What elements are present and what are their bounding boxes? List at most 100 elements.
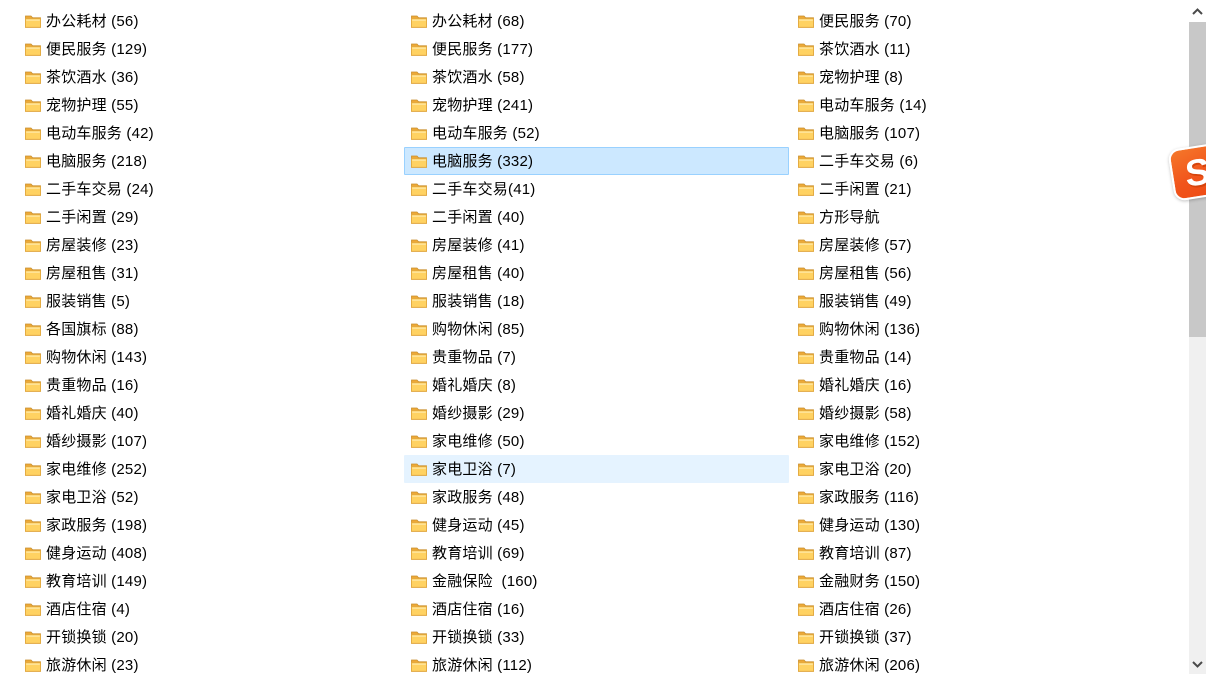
- folder-item[interactable]: 服装销售 (5): [18, 287, 403, 315]
- folder-item[interactable]: 家电卫浴 (52): [18, 483, 403, 511]
- folder-item[interactable]: 婚纱摄影 (58): [791, 399, 1176, 427]
- folder-item[interactable]: 房屋装修 (57): [791, 231, 1176, 259]
- folder-label: 电动车服务 (52): [432, 124, 540, 142]
- folder-label: 开锁换锁 (20): [46, 628, 139, 646]
- folder-item[interactable]: 家政服务 (198): [18, 511, 403, 539]
- folder-item[interactable]: 电动车服务 (52): [404, 119, 789, 147]
- folder-item[interactable]: 旅游休闲 (112): [404, 651, 789, 679]
- folder-item[interactable]: 家电卫浴 (20): [791, 455, 1176, 483]
- folder-item[interactable]: 开锁换锁 (33): [404, 623, 789, 651]
- folder-item[interactable]: 购物休闲 (85): [404, 315, 789, 343]
- folder-label: 方形导航: [819, 208, 880, 226]
- folder-label: 教育培训 (69): [432, 544, 525, 562]
- folder-item[interactable]: 婚纱摄影 (107): [18, 427, 403, 455]
- folder-item[interactable]: 房屋租售 (31): [18, 259, 403, 287]
- folder-label: 旅游休闲 (112): [432, 656, 533, 674]
- folder-icon: [25, 631, 41, 644]
- folder-item[interactable]: 婚礼婚庆 (40): [18, 399, 403, 427]
- folder-item[interactable]: 金融财务 (150): [791, 567, 1176, 595]
- folder-icon: [25, 239, 41, 252]
- folder-label: 二手闲置 (40): [432, 208, 525, 226]
- folder-item[interactable]: 服装销售 (18): [404, 287, 789, 315]
- scrollbar[interactable]: [1189, 0, 1206, 674]
- folder-item[interactable]: 宠物护理 (241): [404, 91, 789, 119]
- folder-item[interactable]: 购物休闲 (143): [18, 343, 403, 371]
- folder-item[interactable]: 方形导航: [791, 203, 1176, 231]
- folder-item[interactable]: 家政服务 (116): [791, 483, 1176, 511]
- folder-item[interactable]: 开锁换锁 (20): [18, 623, 403, 651]
- folder-icon: [25, 407, 41, 420]
- folder-item[interactable]: 茶饮酒水 (36): [18, 63, 403, 91]
- folder-icon: [798, 631, 814, 644]
- folder-item[interactable]: 健身运动 (45): [404, 511, 789, 539]
- folder-item[interactable]: 酒店住宿 (26): [791, 595, 1176, 623]
- folder-item[interactable]: 家电维修 (152): [791, 427, 1176, 455]
- folder-item[interactable]: 宠物护理 (55): [18, 91, 403, 119]
- folder-item[interactable]: 宠物护理 (8): [791, 63, 1176, 91]
- folder-icon: [411, 575, 427, 588]
- folder-item[interactable]: 婚礼婚庆 (16): [791, 371, 1176, 399]
- folder-item[interactable]: 酒店住宿 (4): [18, 595, 403, 623]
- folder-item[interactable]: 旅游休闲 (23): [18, 651, 403, 679]
- folder-item[interactable]: 茶饮酒水 (58): [404, 63, 789, 91]
- s-badge-letter: S: [1183, 149, 1206, 195]
- folder-item[interactable]: 各国旗标 (88): [18, 315, 403, 343]
- folder-item[interactable]: 电脑服务 (332): [404, 147, 789, 175]
- folder-icon: [798, 547, 814, 560]
- folder-item[interactable]: 健身运动 (408): [18, 539, 403, 567]
- folder-item[interactable]: 婚礼婚庆 (8): [404, 371, 789, 399]
- folder-item[interactable]: 家电维修 (50): [404, 427, 789, 455]
- folder-item[interactable]: 电动车服务 (14): [791, 91, 1176, 119]
- folder-item[interactable]: 家政服务 (48): [404, 483, 789, 511]
- folder-icon: [798, 407, 814, 420]
- folder-item[interactable]: 便民服务 (129): [18, 35, 403, 63]
- scroll-up-button[interactable]: [1189, 0, 1206, 22]
- folder-icon: [798, 211, 814, 224]
- folder-label: 健身运动 (45): [432, 516, 525, 534]
- folder-item[interactable]: 房屋装修 (41): [404, 231, 789, 259]
- folder-item[interactable]: 贵重物品 (16): [18, 371, 403, 399]
- folder-icon: [798, 71, 814, 84]
- scroll-down-button[interactable]: [1189, 654, 1206, 674]
- folder-item[interactable]: 二手闲置 (40): [404, 203, 789, 231]
- folder-item[interactable]: 二手车交易(41): [404, 175, 789, 203]
- folder-item[interactable]: 开锁换锁 (37): [791, 623, 1176, 651]
- folder-item[interactable]: 金融保险 (160): [404, 567, 789, 595]
- folder-label: 旅游休闲 (23): [46, 656, 139, 674]
- folder-item[interactable]: 家电卫浴 (7): [404, 455, 789, 483]
- folder-icon: [411, 407, 427, 420]
- folder-item[interactable]: 办公耗材 (56): [18, 7, 403, 35]
- folder-item[interactable]: 二手车交易 (24): [18, 175, 403, 203]
- folder-label: 婚纱摄影 (58): [819, 404, 912, 422]
- folder-item[interactable]: 婚纱摄影 (29): [404, 399, 789, 427]
- folder-icon: [411, 127, 427, 140]
- folder-item[interactable]: 电脑服务 (107): [791, 119, 1176, 147]
- folder-item[interactable]: 茶饮酒水 (11): [791, 35, 1176, 63]
- folder-item[interactable]: 旅游休闲 (206): [791, 651, 1176, 679]
- folder-icon: [25, 155, 41, 168]
- folder-item[interactable]: 教育培训 (69): [404, 539, 789, 567]
- folder-item[interactable]: 贵重物品 (14): [791, 343, 1176, 371]
- folder-item[interactable]: 便民服务 (70): [791, 7, 1176, 35]
- folder-item[interactable]: 房屋租售 (40): [404, 259, 789, 287]
- folder-item[interactable]: 办公耗材 (68): [404, 7, 789, 35]
- folder-item[interactable]: 购物休闲 (136): [791, 315, 1176, 343]
- folder-item[interactable]: 教育培训 (87): [791, 539, 1176, 567]
- folder-icon: [25, 519, 41, 532]
- folder-item[interactable]: 健身运动 (130): [791, 511, 1176, 539]
- folder-item[interactable]: 房屋租售 (56): [791, 259, 1176, 287]
- folder-icon: [798, 323, 814, 336]
- folder-item[interactable]: 二手车交易 (6): [791, 147, 1176, 175]
- folder-item[interactable]: 房屋装修 (23): [18, 231, 403, 259]
- folder-item[interactable]: 二手闲置 (21): [791, 175, 1176, 203]
- folder-item[interactable]: 电脑服务 (218): [18, 147, 403, 175]
- folder-item[interactable]: 服装销售 (49): [791, 287, 1176, 315]
- folder-item[interactable]: 教育培训 (149): [18, 567, 403, 595]
- folder-item[interactable]: 电动车服务 (42): [18, 119, 403, 147]
- folder-item[interactable]: 酒店住宿 (16): [404, 595, 789, 623]
- folder-item[interactable]: 二手闲置 (29): [18, 203, 403, 231]
- folder-icon: [798, 183, 814, 196]
- folder-item[interactable]: 家电维修 (252): [18, 455, 403, 483]
- folder-item[interactable]: 贵重物品 (7): [404, 343, 789, 371]
- folder-item[interactable]: 便民服务 (177): [404, 35, 789, 63]
